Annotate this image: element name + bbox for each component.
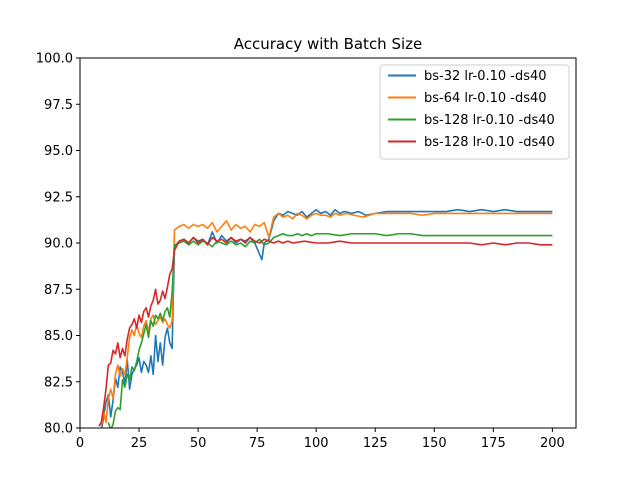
x-tick-label: 175 [481, 436, 506, 451]
series-layer [98, 208, 553, 428]
plot-frame [79, 57, 577, 429]
chart-title: Accuracy with Batch Size [234, 35, 423, 53]
x-axis: 0 25 50 75 100 125 150 175 200 [76, 428, 565, 451]
y-tick-label: 95.0 [44, 144, 73, 159]
y-tick-label: 82.5 [44, 375, 73, 390]
y-tick-label: 87.5 [44, 283, 73, 298]
y-tick-label: 97.5 [44, 98, 73, 113]
x-tick-label: 200 [540, 436, 565, 451]
legend-label: bs-64 lr-0.10 -ds40 [424, 91, 547, 106]
x-tick-label: 25 [131, 436, 148, 451]
series-line-2 [107, 232, 553, 428]
x-tick-label: 150 [422, 436, 447, 451]
series-line-3 [98, 236, 553, 427]
y-tick-label: 85.0 [44, 329, 73, 344]
legend-label: bs-32 lr-0.10 -ds40 [424, 69, 547, 84]
series-line-1 [100, 212, 553, 427]
y-axis: 80.0 82.5 85.0 87.5 90.0 92.5 95.0 97.5 100.0 [36, 52, 80, 437]
legend-box [379, 64, 570, 160]
y-tick-label: 100.0 [36, 52, 73, 67]
y-tick-label: 90.0 [44, 237, 73, 252]
x-tick-label: 125 [363, 436, 388, 451]
legend-label: bs-128 lr-0.10 -ds40 [424, 113, 555, 128]
y-tick-label: 80.0 [44, 422, 73, 437]
x-tick-label: 75 [249, 436, 266, 451]
legend: bs-32 lr-0.10 -ds40 bs-64 lr-0.10 -ds40 bs… [379, 64, 570, 160]
legend-label: bs-128 lr-0.10 -ds40 [424, 135, 555, 150]
y-tick-label: 92.5 [44, 190, 73, 205]
x-tick-label: 50 [190, 436, 207, 451]
x-tick-label: 0 [76, 436, 84, 451]
x-tick-label: 100 [304, 436, 329, 451]
